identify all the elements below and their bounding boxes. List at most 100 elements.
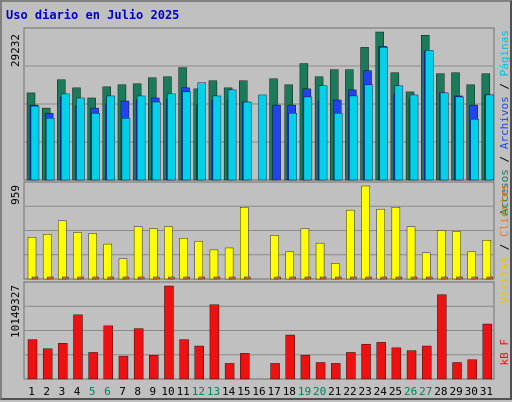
- bar-paginas-3: [61, 93, 70, 181]
- bar-clientes-6: [107, 276, 115, 280]
- bar-clientes-15: [244, 276, 251, 280]
- bar-clientes-7: [122, 276, 130, 280]
- x-tick-label: 17: [268, 385, 281, 398]
- x-tick-label: 13: [207, 385, 220, 398]
- bar-paginas-7: [121, 118, 131, 181]
- bar-paginas-28: [440, 92, 449, 181]
- y-axis-max-label: 10149327: [9, 285, 22, 338]
- bar-kbf-26: [406, 350, 417, 380]
- x-tick-label: 1: [28, 385, 35, 398]
- x-tick-label: 8: [134, 385, 141, 398]
- bar-visitas-26: [406, 226, 416, 280]
- x-tick-label: 19: [298, 385, 311, 398]
- bar-kbf-18: [285, 334, 295, 380]
- x-tick-label: 4: [74, 385, 81, 398]
- bar-visitas-13: [209, 249, 219, 280]
- legend-bottom: kB F: [498, 339, 511, 366]
- bar-visitas-20: [315, 242, 325, 280]
- bar-kbf-7: [118, 355, 129, 380]
- bar-paginas-15: [243, 101, 252, 181]
- bar-paginas-2: [45, 118, 55, 181]
- x-tick-label: 7: [119, 385, 126, 398]
- bar-paginas-25: [394, 85, 404, 181]
- x-tick-label: 11: [177, 385, 190, 398]
- x-tick-label: 15: [237, 385, 250, 398]
- x-tick-label: 14: [222, 385, 236, 398]
- bar-clientes-30: [471, 276, 478, 280]
- bar-clientes-10: [168, 276, 175, 280]
- bar-visitas-21: [331, 263, 340, 280]
- bar-kbf-21: [331, 363, 341, 380]
- bar-visitas-6: [103, 243, 113, 280]
- bar-clientes-22: [350, 276, 357, 280]
- bar-paginas-8: [136, 95, 146, 181]
- bar-kbf-9: [149, 354, 159, 380]
- bar-visitas-12: [194, 240, 203, 280]
- legend-part: Visitas: [498, 257, 511, 303]
- bar-visitas-23: [361, 185, 370, 280]
- y-axis-max-label: 29232: [9, 34, 22, 67]
- x-tick-label: 10: [161, 385, 174, 398]
- bar-visitas-1: [27, 237, 37, 280]
- bar-visitas-5: [88, 233, 97, 280]
- bar-paginas-19: [303, 96, 313, 181]
- bar-clientes-13: [213, 276, 221, 280]
- bar-kbf-6: [103, 325, 114, 380]
- bar-clientes-5: [92, 276, 99, 280]
- bar-kbf-3: [58, 343, 68, 380]
- bar-visitas-15: [240, 207, 249, 280]
- legend-part: Clientes: [498, 184, 511, 237]
- bar-paginas-9: [152, 101, 161, 181]
- bar-kbf-10: [164, 285, 174, 380]
- x-tick-label: 31: [480, 385, 493, 398]
- legend-part: /: [498, 149, 511, 169]
- bar-clientes-26: [410, 276, 418, 280]
- bar-kbf-30: [467, 359, 477, 380]
- bar-visitas-8: [133, 226, 143, 280]
- bar-visitas-29: [452, 231, 461, 280]
- x-tick-label: 28: [434, 385, 447, 398]
- bar-visitas-27: [421, 252, 431, 280]
- x-tick-label: 20: [313, 385, 326, 398]
- x-tick-label: 16: [252, 385, 265, 398]
- x-tick-label: 2: [43, 385, 50, 398]
- bar-visitas-2: [42, 234, 52, 280]
- x-tick-label: 30: [465, 385, 478, 398]
- bar-clientes-3: [62, 276, 69, 280]
- bar-kbf-24: [376, 342, 386, 380]
- legend-part: kB F: [498, 339, 511, 366]
- bar-kbf-28: [437, 294, 447, 380]
- bar-kbf-22: [346, 352, 356, 380]
- bar-clientes-8: [137, 276, 145, 280]
- legend-middle: Visitas / Clientes: [498, 184, 511, 303]
- bar-visitas-18: [285, 251, 294, 280]
- bar-kbf-17: [270, 363, 280, 380]
- x-tick-label: 6: [104, 385, 111, 398]
- bar-clientes-21: [335, 276, 342, 280]
- bar-kbf-23: [361, 343, 371, 380]
- legend-part: Accesos: [498, 169, 511, 215]
- x-tick-label: 26: [404, 385, 417, 398]
- bar-paginas-13: [212, 95, 222, 181]
- bar-paginas-16: [258, 94, 267, 181]
- bar-kbf-11: [179, 339, 189, 380]
- bar-paginas-10: [167, 93, 176, 181]
- bar-visitas-19: [300, 228, 310, 280]
- bar-visitas-17: [270, 235, 279, 280]
- x-tick-label: 3: [59, 385, 66, 398]
- bar-kbf-2: [42, 348, 53, 380]
- bar-clientes-24: [380, 276, 387, 280]
- bar-clientes-20: [319, 276, 327, 280]
- y-axis-max-label: 959: [9, 185, 22, 205]
- bar-visitas-11: [179, 238, 188, 280]
- bar-paginas-21: [334, 112, 343, 181]
- bar-clientes-2: [46, 276, 54, 280]
- bar-kbf-12: [194, 345, 204, 380]
- bar-visitas-31: [482, 240, 492, 280]
- bar-paginas-11: [182, 91, 191, 181]
- bar-paginas-29: [455, 96, 464, 181]
- chart-title: Uso diario en Julio 2025: [6, 8, 180, 22]
- bar-clientes-14: [228, 276, 236, 280]
- bar-clientes-25: [395, 276, 403, 280]
